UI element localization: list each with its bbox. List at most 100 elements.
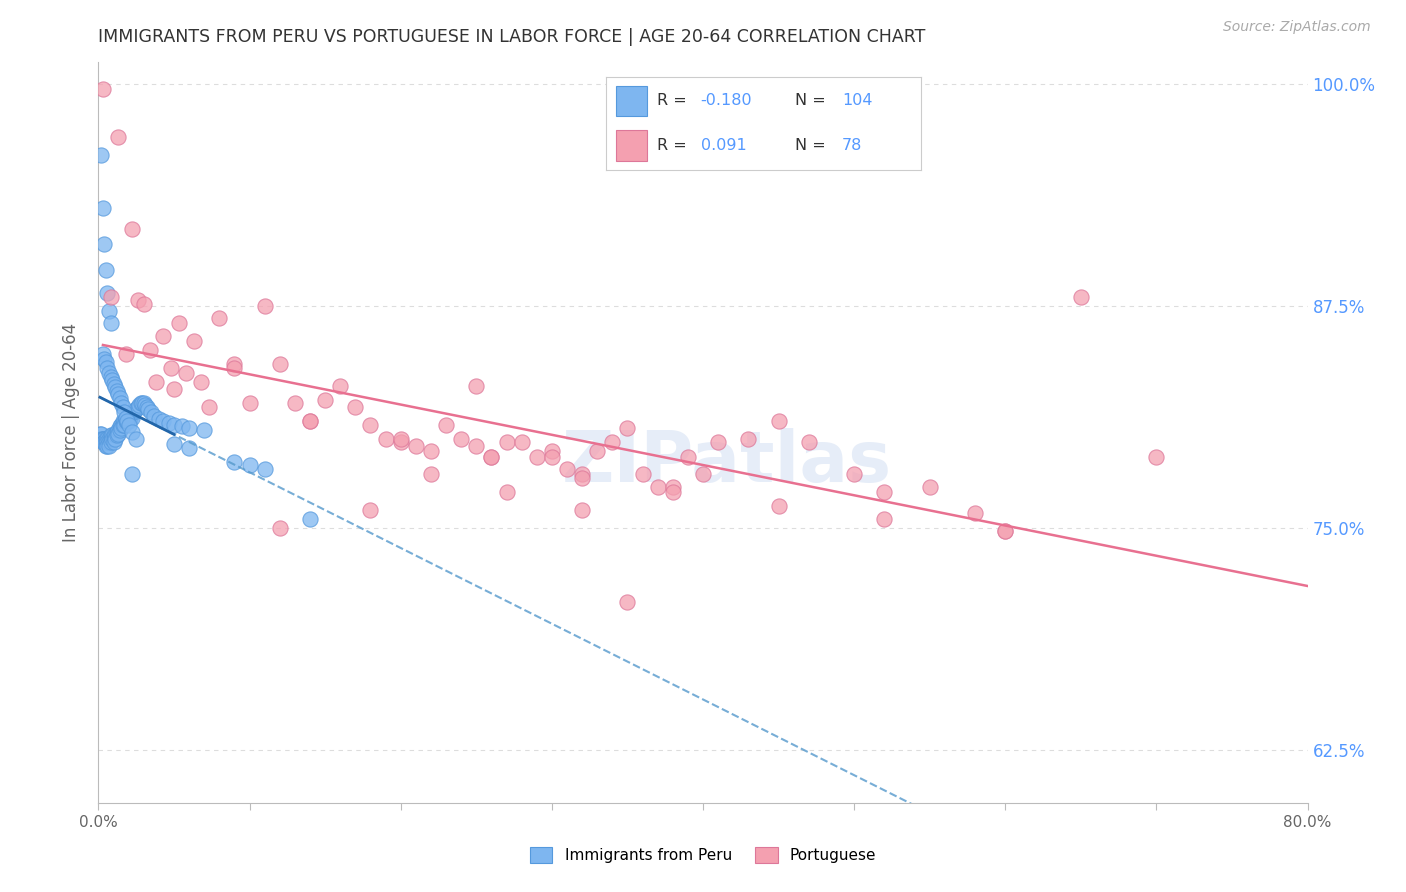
Point bbox=[616, 595, 638, 609]
Text: ZIPatlas: ZIPatlas bbox=[562, 428, 893, 497]
Point bbox=[143, 409, 166, 423]
Point bbox=[193, 423, 215, 437]
Point bbox=[121, 222, 143, 236]
Point bbox=[420, 444, 443, 458]
Point bbox=[136, 401, 159, 416]
Point bbox=[94, 435, 117, 450]
Point bbox=[100, 369, 122, 384]
Point bbox=[127, 293, 149, 308]
Point bbox=[107, 387, 129, 401]
Point bbox=[797, 435, 820, 450]
Point bbox=[873, 512, 896, 526]
Point bbox=[602, 435, 624, 450]
Point bbox=[737, 432, 759, 446]
Point bbox=[103, 435, 125, 450]
Point bbox=[135, 400, 157, 414]
Point bbox=[120, 412, 142, 426]
Point bbox=[105, 425, 128, 439]
Point bbox=[571, 471, 593, 485]
Point bbox=[159, 416, 181, 430]
Point bbox=[96, 360, 118, 375]
Point bbox=[91, 82, 114, 96]
Text: IMMIGRANTS FROM PERU VS PORTUGUESE IN LABOR FORCE | AGE 20-64 CORRELATION CHART: IMMIGRANTS FROM PERU VS PORTUGUESE IN LA… bbox=[98, 28, 925, 45]
Point bbox=[98, 366, 121, 380]
Point bbox=[91, 432, 114, 446]
Point bbox=[616, 421, 638, 435]
Point bbox=[224, 455, 246, 469]
Point bbox=[299, 512, 322, 526]
Point bbox=[647, 480, 669, 494]
Point bbox=[555, 462, 578, 476]
Point bbox=[125, 401, 148, 416]
Point bbox=[104, 432, 127, 446]
Point bbox=[114, 410, 136, 425]
Point bbox=[107, 426, 129, 441]
Point bbox=[100, 432, 122, 446]
Point bbox=[127, 400, 149, 414]
Point bbox=[115, 414, 138, 428]
Point bbox=[299, 414, 322, 428]
Point bbox=[110, 417, 132, 432]
Point bbox=[676, 450, 699, 464]
Point bbox=[98, 432, 121, 446]
Point bbox=[114, 414, 136, 428]
Point bbox=[90, 432, 112, 446]
Point bbox=[208, 311, 231, 326]
Point bbox=[112, 405, 135, 419]
Point bbox=[91, 346, 114, 360]
Point bbox=[465, 378, 488, 392]
Point bbox=[118, 410, 141, 425]
Point bbox=[110, 421, 132, 435]
Point bbox=[631, 467, 654, 482]
Point bbox=[96, 439, 118, 453]
Point bbox=[94, 263, 117, 277]
Point bbox=[269, 357, 291, 371]
Point bbox=[111, 414, 134, 428]
Point bbox=[104, 380, 127, 394]
Point bbox=[114, 410, 136, 425]
Point bbox=[174, 366, 197, 380]
Point bbox=[108, 419, 131, 434]
Point bbox=[661, 485, 683, 500]
Point bbox=[112, 417, 135, 432]
Point bbox=[115, 414, 138, 428]
Point bbox=[118, 414, 141, 428]
Point bbox=[374, 432, 396, 446]
Point bbox=[129, 396, 152, 410]
Point bbox=[103, 376, 125, 391]
Point bbox=[481, 450, 503, 464]
Point bbox=[125, 432, 148, 446]
Point bbox=[141, 405, 163, 419]
Point bbox=[269, 520, 291, 534]
Point bbox=[132, 297, 155, 311]
Point bbox=[190, 375, 212, 389]
Point bbox=[108, 423, 131, 437]
Point bbox=[134, 398, 156, 412]
Point bbox=[115, 410, 138, 425]
Point bbox=[586, 444, 609, 458]
Point bbox=[121, 425, 143, 439]
Point bbox=[495, 435, 517, 450]
Point bbox=[98, 435, 121, 450]
Point bbox=[179, 421, 201, 435]
Point bbox=[994, 524, 1017, 538]
Point bbox=[94, 432, 117, 446]
Point bbox=[98, 304, 121, 318]
Point bbox=[918, 480, 941, 494]
Point bbox=[118, 417, 141, 432]
Point bbox=[873, 485, 896, 500]
Point bbox=[91, 435, 114, 450]
Point bbox=[105, 384, 128, 398]
Point bbox=[101, 432, 124, 446]
Point bbox=[111, 417, 134, 432]
Point bbox=[90, 148, 112, 162]
Point bbox=[465, 439, 488, 453]
Point bbox=[167, 317, 190, 331]
Point bbox=[965, 507, 987, 521]
Point bbox=[148, 412, 170, 426]
Point bbox=[100, 290, 122, 304]
Point bbox=[91, 201, 114, 215]
Point bbox=[707, 435, 730, 450]
Point bbox=[179, 441, 201, 455]
Point bbox=[104, 428, 127, 442]
